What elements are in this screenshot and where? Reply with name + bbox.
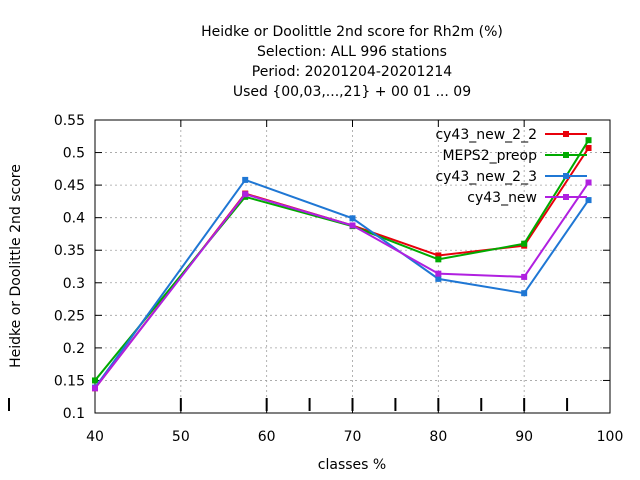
data-point [521,240,528,247]
data-point [242,176,249,183]
chart-title: Heidke or Doolittle 2nd score for Rh2m (… [201,24,503,100]
legend-marker [563,194,569,200]
y-tick-label: 0.55 [54,113,85,129]
data-point [585,179,592,186]
x-axis-label: classes % [318,457,386,473]
title-line: Used {00,03,...,21} + 00 01 ... 09 [233,84,471,100]
x-tick-label: 100 [597,429,624,445]
data-point [585,197,592,204]
y-tick-label: 0.35 [54,243,85,259]
legend-label: MEPS2_preop [442,148,537,164]
legend-marker [563,173,569,179]
x-tick-label: 90 [515,429,533,445]
y-tick-label: 0.25 [54,308,85,324]
data-point [585,137,592,144]
legend-label: cy43_new [467,190,537,206]
y-tick-label: 0.15 [54,373,85,389]
grid [95,120,610,413]
data-point [242,191,249,198]
y-tick-label: 0.3 [63,276,85,292]
y-tick-label: 0.4 [63,211,85,227]
title-line: Period: 20201204-20201214 [252,64,452,80]
series-line [94,181,590,389]
data-point [585,144,592,151]
y-tick-label: 0.1 [63,406,85,422]
data-point [349,215,356,222]
data-point [521,290,528,297]
legend-marker [563,152,569,158]
series-line [94,178,590,389]
axis-ticks: 0.1 0.15 0.2 0.25 0.3 0.35 0.4 0.45 0.5 0.55 40 50 6… [54,113,624,445]
data-point [92,385,98,392]
title-line: Heidke or Doolittle 2nd score for Rh2m (… [201,24,503,40]
x-tick-label: 60 [258,429,276,445]
data-point [435,256,442,263]
data-point [521,273,528,280]
data-point [435,270,442,277]
y-tick-label: 0.2 [63,341,85,357]
legend-label: cy43_new_2_3 [435,169,537,185]
y-tick-label: 0.45 [54,178,85,194]
legend: cy43_new_2_2 MEPS2_preop cy43_new_2_3 cy43_… [435,127,587,206]
data-point [435,252,442,259]
legend-marker [563,131,569,137]
bottom-marker-ticks [8,398,569,411]
series [92,137,592,392]
legend-label: cy43_new_2_2 [435,127,537,143]
data-point [349,222,356,229]
x-tick-label: 40 [86,429,104,445]
data-point [435,275,442,282]
x-tick-label: 70 [344,429,362,445]
x-tick-label: 80 [429,429,447,445]
title-line: Selection: ALL 996 stations [257,44,447,60]
y-axis-label: Heidke or Doolittle 2nd score [8,164,24,368]
data-point [92,377,98,384]
x-tick-label: 50 [172,429,190,445]
y-tick-label: 0.5 [63,146,85,162]
